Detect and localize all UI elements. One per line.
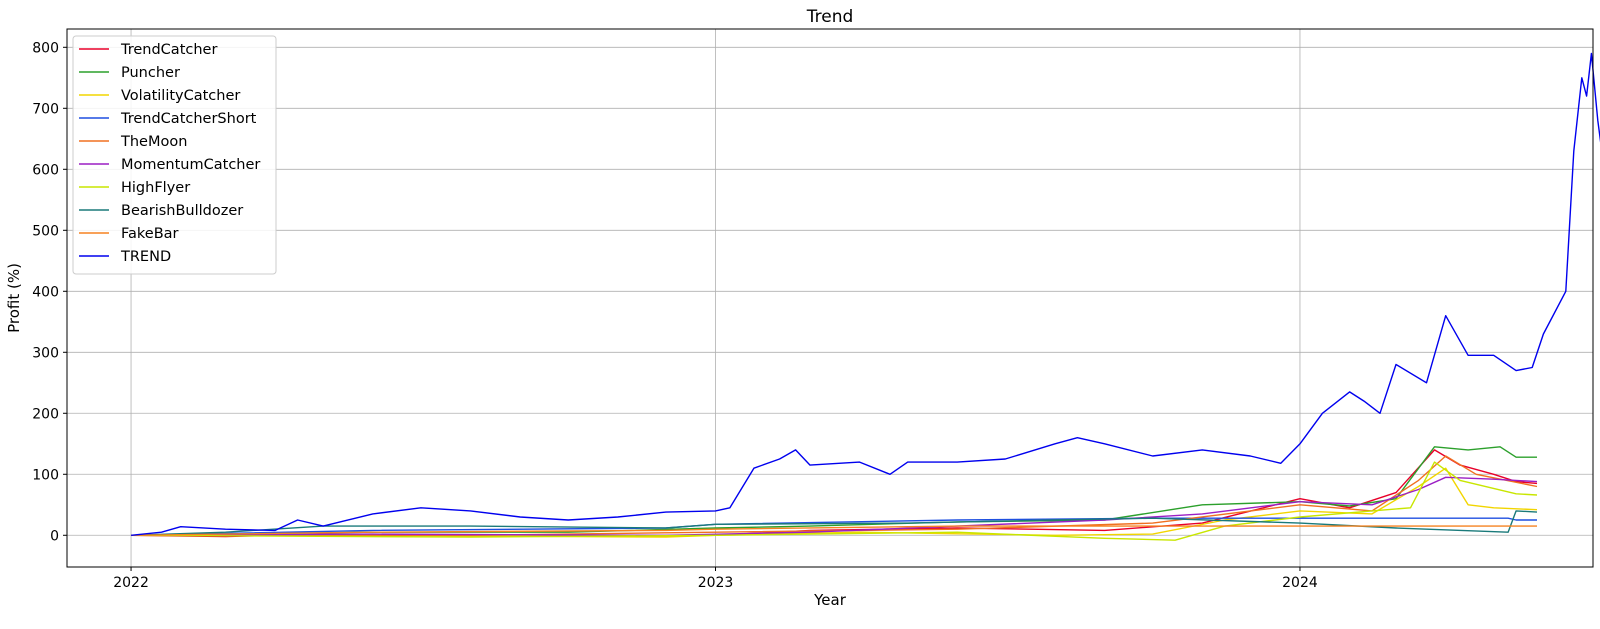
series-line-bearishbulldozer: [131, 510, 1538, 536]
y-tick-label: 0: [50, 528, 59, 544]
y-axis-label: Profit (%): [5, 263, 23, 333]
legend-entry: TREND: [120, 249, 171, 265]
legend-entry: TheMoon: [120, 134, 187, 150]
x-tick-label: 2024: [1282, 575, 1318, 591]
axis-ticks: 0 100 200 300 400 500 600 700 800 2022 2023 2024: [32, 40, 1318, 591]
legend-entry: TrendCatcherShort: [120, 111, 257, 127]
plot-frame: [66, 28, 1594, 568]
legend: TrendCatcher Puncher VolatilityCatcher Tren…: [72, 35, 277, 275]
series-line-fakebar: [131, 525, 1537, 536]
series-line-themoon: [131, 455, 1538, 536]
legend-entry: TrendCatcher: [120, 42, 217, 58]
legend-entry: HighFlyer: [121, 180, 190, 196]
legend-entry: FakeBar: [121, 226, 179, 242]
y-tick-label: 800: [32, 40, 59, 56]
legend-entry: MomentumCatcher: [121, 157, 260, 173]
y-tick-label: 200: [32, 406, 59, 422]
x-tick-label: 2023: [698, 575, 734, 591]
series-line-trend: [131, 52, 1600, 536]
chart-title: Trend: [806, 7, 854, 27]
y-tick-label: 600: [32, 162, 59, 178]
x-axis-label: Year: [813, 591, 847, 609]
x-tick-label: 2022: [113, 575, 149, 591]
y-tick-label: 500: [32, 223, 59, 239]
legend-entry: VolatilityCatcher: [121, 88, 240, 104]
y-tick-label: 700: [32, 101, 59, 117]
y-tick-label: 100: [32, 467, 59, 483]
y-tick-label: 400: [32, 284, 59, 300]
legend-entry: BearishBulldozer: [121, 203, 243, 219]
grid: [67, 29, 1593, 567]
legend-box: [72, 35, 277, 275]
legend-entry: Puncher: [121, 65, 180, 81]
y-tick-label: 300: [32, 345, 59, 361]
series-layer: [131, 52, 1600, 541]
